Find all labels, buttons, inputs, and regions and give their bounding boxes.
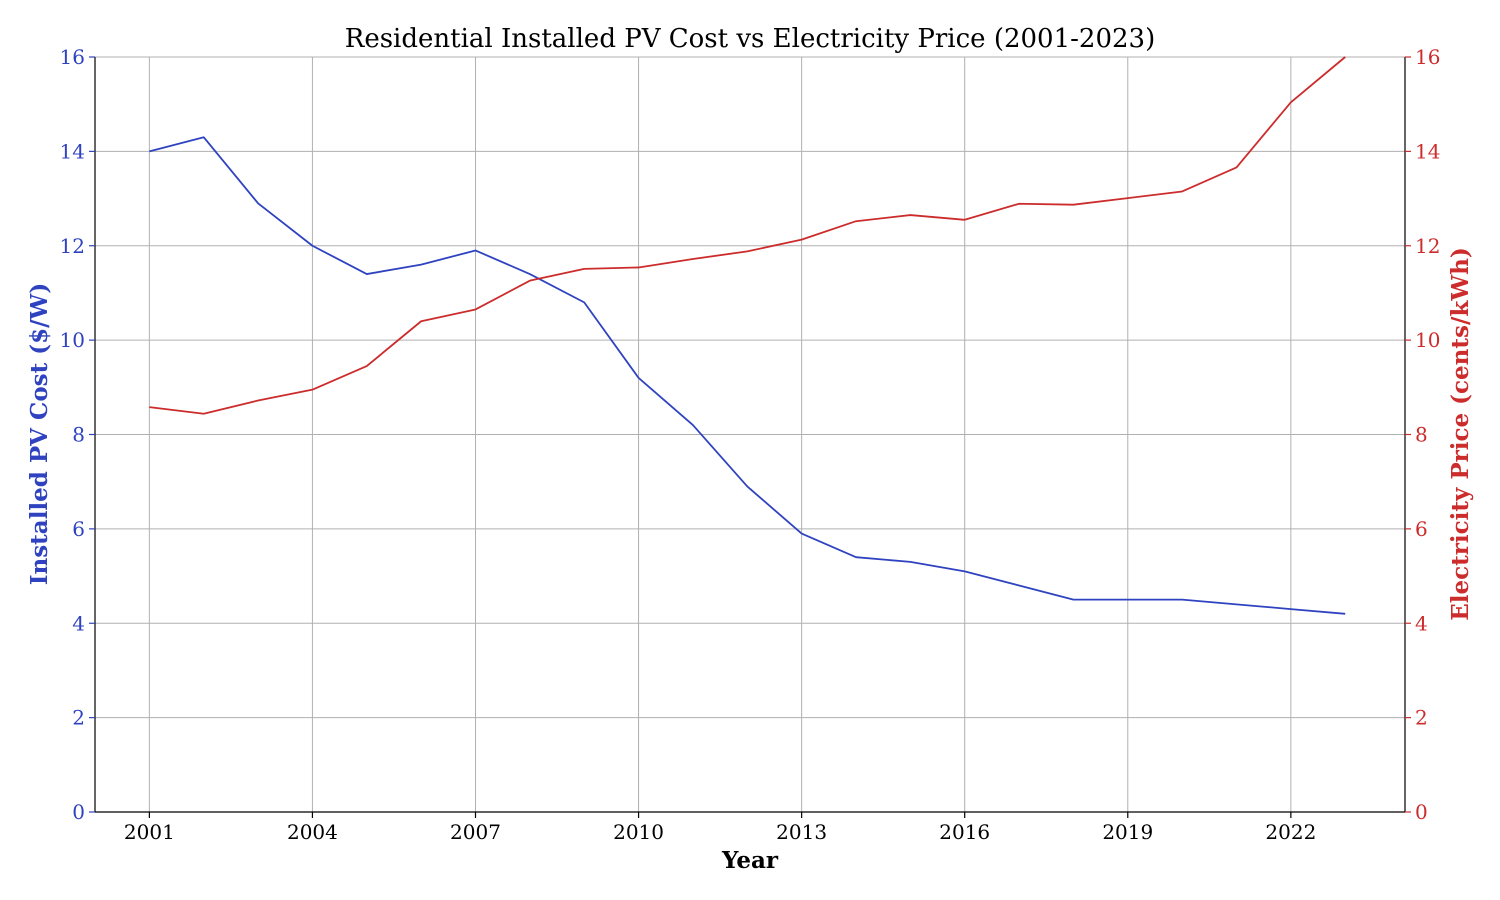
x-tick-label: 2010 [613,820,664,844]
grid [95,56,1405,812]
x-tick-label: 2019 [1102,820,1153,844]
x-axis-label: Year [721,847,779,874]
left-y-tick-label: 10 [60,328,85,352]
x-tick-label: 2001 [124,820,175,844]
right-y-tick-label: 6 [1415,517,1428,541]
left-y-axis-label: Installed PV Cost ($/W) [26,283,53,586]
right-y-tick-label: 0 [1415,800,1428,824]
right-y-tick-label: 16 [1415,45,1440,69]
right-y-tick-label: 12 [1415,234,1440,258]
ticks: 2001 2004 2007 2010 2013 2016 2019 202202468101… [60,45,1441,844]
x-tick-label: 2007 [450,820,501,844]
right-y-axis-label: Electricity Price (cents/kWh) [1447,247,1474,621]
right-y-tick-label: 4 [1415,611,1428,635]
x-tick-label: 2016 [939,820,990,844]
pv-cost-line [149,136,1346,615]
left-y-tick-label: 14 [60,139,85,163]
series-lines [149,56,1346,615]
right-y-tick-label: 2 [1415,706,1428,730]
left-y-tick-label: 4 [72,611,85,635]
left-y-tick-label: 0 [72,800,85,824]
left-y-tick-label: 2 [72,706,85,730]
chart-title: Residential Installed PV Cost vs Electri… [345,24,1155,54]
x-tick-label: 2022 [1265,820,1316,844]
left-y-tick-label: 12 [60,234,85,258]
x-tick-label: 2013 [776,820,827,844]
right-y-tick-label: 14 [1415,139,1440,163]
x-tick-label: 2004 [287,820,338,844]
right-y-tick-label: 10 [1415,328,1440,352]
left-y-tick-label: 6 [72,517,85,541]
right-y-tick-label: 8 [1415,423,1428,447]
left-y-tick-label: 16 [60,45,85,69]
left-y-tick-label: 8 [72,423,85,447]
electricity-price-line [149,56,1346,415]
